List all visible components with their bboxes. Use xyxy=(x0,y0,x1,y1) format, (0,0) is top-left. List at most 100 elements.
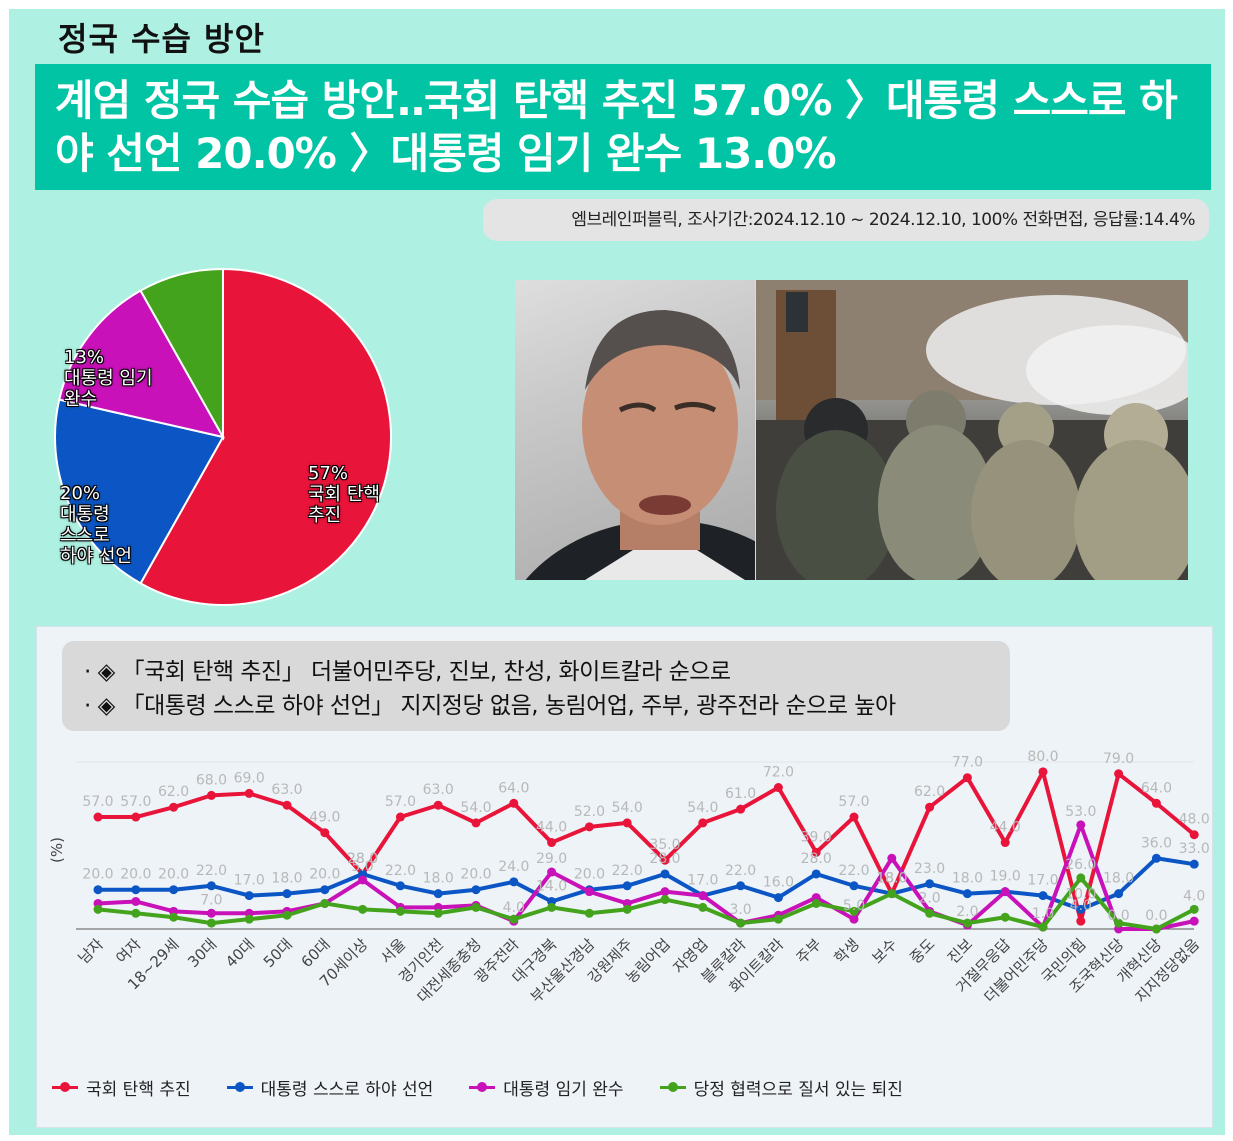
point-0-23 xyxy=(962,773,972,783)
value-label-1-19: 28.0 xyxy=(801,851,832,867)
value-label-0-7: 28.0 xyxy=(347,851,378,867)
value-label-0-25: 80.0 xyxy=(1027,749,1058,765)
point-3-26 xyxy=(1076,873,1086,883)
legend-label: 대통령 임기 완수 xyxy=(503,1079,624,1100)
point-1-28 xyxy=(1151,853,1161,863)
value-label-0-23: 77.0 xyxy=(952,755,983,771)
point-3-28 xyxy=(1151,924,1161,934)
value-label-1-9: 18.0 xyxy=(423,871,454,887)
pie-slice-3 xyxy=(139,267,224,441)
value-label-extra-1: 5.0 xyxy=(351,859,373,875)
point-2-20 xyxy=(849,914,859,924)
value-label-1-21: 18.0 xyxy=(876,871,907,887)
point-3-17 xyxy=(736,918,746,928)
point-2-1 xyxy=(131,896,141,906)
point-3-22 xyxy=(925,908,935,918)
point-0-17 xyxy=(736,804,746,814)
point-1-14 xyxy=(622,881,632,891)
pie-label-1: 20% 대통령 스스로 하야 선언 xyxy=(60,483,132,567)
y-axis-label: (%) xyxy=(48,837,66,863)
point-0-3 xyxy=(206,790,216,800)
pie-svg xyxy=(54,267,392,606)
legend-label: 국회 탄핵 추진 xyxy=(86,1079,191,1100)
point-3-3 xyxy=(206,918,216,928)
value-label-1-26: 10.0 xyxy=(1065,886,1096,902)
value-label-extra-7: 2.0 xyxy=(956,904,978,920)
point-1-18 xyxy=(773,893,783,903)
series-line-0 xyxy=(98,769,1196,924)
line-chart: (%) 57.0 57.0 62.0 68.0 69.0 63.0 49.0 28.0 57.0 6… xyxy=(48,749,1210,1007)
survey-source: 엠브레인퍼블릭, 조사기간:2024.12.10 ~ 2024.12.10, 1… xyxy=(483,199,1209,241)
value-label-0-26: 4.0 xyxy=(1070,898,1092,914)
point-1-20 xyxy=(849,881,859,891)
point-2-26 xyxy=(1076,820,1086,830)
point-1-19 xyxy=(811,869,821,879)
point-1-5 xyxy=(282,889,292,899)
point-3-7 xyxy=(358,904,368,914)
point-1-10 xyxy=(471,885,481,895)
value-label-1-3: 22.0 xyxy=(196,863,227,879)
point-0-15 xyxy=(660,855,670,865)
point-3-23 xyxy=(962,918,972,928)
value-label-0-4: 69.0 xyxy=(234,770,265,786)
point-1-27 xyxy=(1114,889,1124,899)
value-label-0-14: 54.0 xyxy=(612,800,643,816)
value-label-extra-9: 53.0 xyxy=(1065,804,1096,820)
point-0-22 xyxy=(925,802,935,812)
value-label-0-22: 62.0 xyxy=(914,784,945,800)
value-label-0-16: 54.0 xyxy=(687,800,718,816)
point-1-1 xyxy=(131,885,141,895)
point-0-24 xyxy=(1000,838,1010,848)
legend-label: 대통령 스스로 하야 선언 xyxy=(260,1079,434,1100)
headline-banner: 계엄 정국 수습 방안‥국회 탄핵 추진 57.0% 〉대통령 스스로 하야 선… xyxy=(35,64,1211,190)
legend-item-1: 대통령 스스로 하야 선언 xyxy=(226,1075,434,1100)
value-label-extra-8: 1.0 xyxy=(1032,906,1054,922)
value-label-1-10: 20.0 xyxy=(460,867,491,883)
value-label-0-8: 57.0 xyxy=(385,794,416,810)
value-label-extra-13: 4.0 xyxy=(1183,888,1205,904)
finding-2: · ◈ 「대통령 스스로 하야 선언」 지지정당 없음, 농림어업, 주부, 광… xyxy=(84,693,896,719)
value-label-0-12: 44.0 xyxy=(536,820,567,836)
value-label-1-2: 20.0 xyxy=(158,867,189,883)
pie-label-0: 57% 국회 탄핵 추진 xyxy=(308,463,380,526)
x-tick-label-0: 남자 xyxy=(75,935,107,967)
value-label-0-1: 57.0 xyxy=(120,794,151,810)
point-3-16 xyxy=(698,902,708,912)
point-2-24 xyxy=(1000,887,1010,897)
value-label-1-14: 22.0 xyxy=(612,863,643,879)
point-0-28 xyxy=(1151,798,1161,808)
value-label-extra-11: 0.0 xyxy=(1145,908,1167,924)
value-label-0-11: 64.0 xyxy=(498,780,529,796)
headline-text: 계엄 정국 수습 방안‥국회 탄핵 추진 57.0% 〉대통령 스스로 하야 선… xyxy=(55,76,1178,178)
photo-soldiers xyxy=(756,280,1188,580)
point-3-6 xyxy=(320,898,330,908)
point-0-6 xyxy=(320,828,330,838)
value-label-0-10: 54.0 xyxy=(460,800,491,816)
point-1-2 xyxy=(169,885,179,895)
value-label-extra-10: 0.0 xyxy=(1107,908,1129,924)
value-label-1-17: 22.0 xyxy=(725,863,756,879)
point-2-21 xyxy=(887,853,897,863)
value-label-1-4: 17.0 xyxy=(234,873,265,889)
point-3-4 xyxy=(244,914,254,924)
point-1-15 xyxy=(660,869,670,879)
value-label-0-28: 64.0 xyxy=(1141,780,1172,796)
legend-item-3: 당정 협력으로 질서 있는 퇴진 xyxy=(659,1075,903,1100)
value-label-0-2: 62.0 xyxy=(158,784,189,800)
value-label-0-15: 35.0 xyxy=(649,837,680,853)
x-tick-label-8: 서울 xyxy=(377,935,409,967)
point-2-16 xyxy=(698,891,708,901)
legend-swatch-icon xyxy=(226,1082,253,1092)
x-tick-label-22: 중도 xyxy=(906,935,938,967)
value-label-1-24: 19.0 xyxy=(990,869,1021,885)
point-1-9 xyxy=(433,889,443,899)
point-1-17 xyxy=(736,881,746,891)
point-0-12 xyxy=(547,838,557,848)
point-0-16 xyxy=(698,818,708,828)
point-3-19 xyxy=(811,898,821,908)
point-3-24 xyxy=(1000,912,1010,922)
value-label-1-12: 14.0 xyxy=(536,878,567,894)
value-label-1-15: 28.0 xyxy=(649,851,680,867)
pie-chart: 57% 국회 탄핵 추진 20% 대통령 스스로 하야 선언 13% 대통령 임기 … xyxy=(40,255,420,615)
series-line-1 xyxy=(98,856,1195,912)
